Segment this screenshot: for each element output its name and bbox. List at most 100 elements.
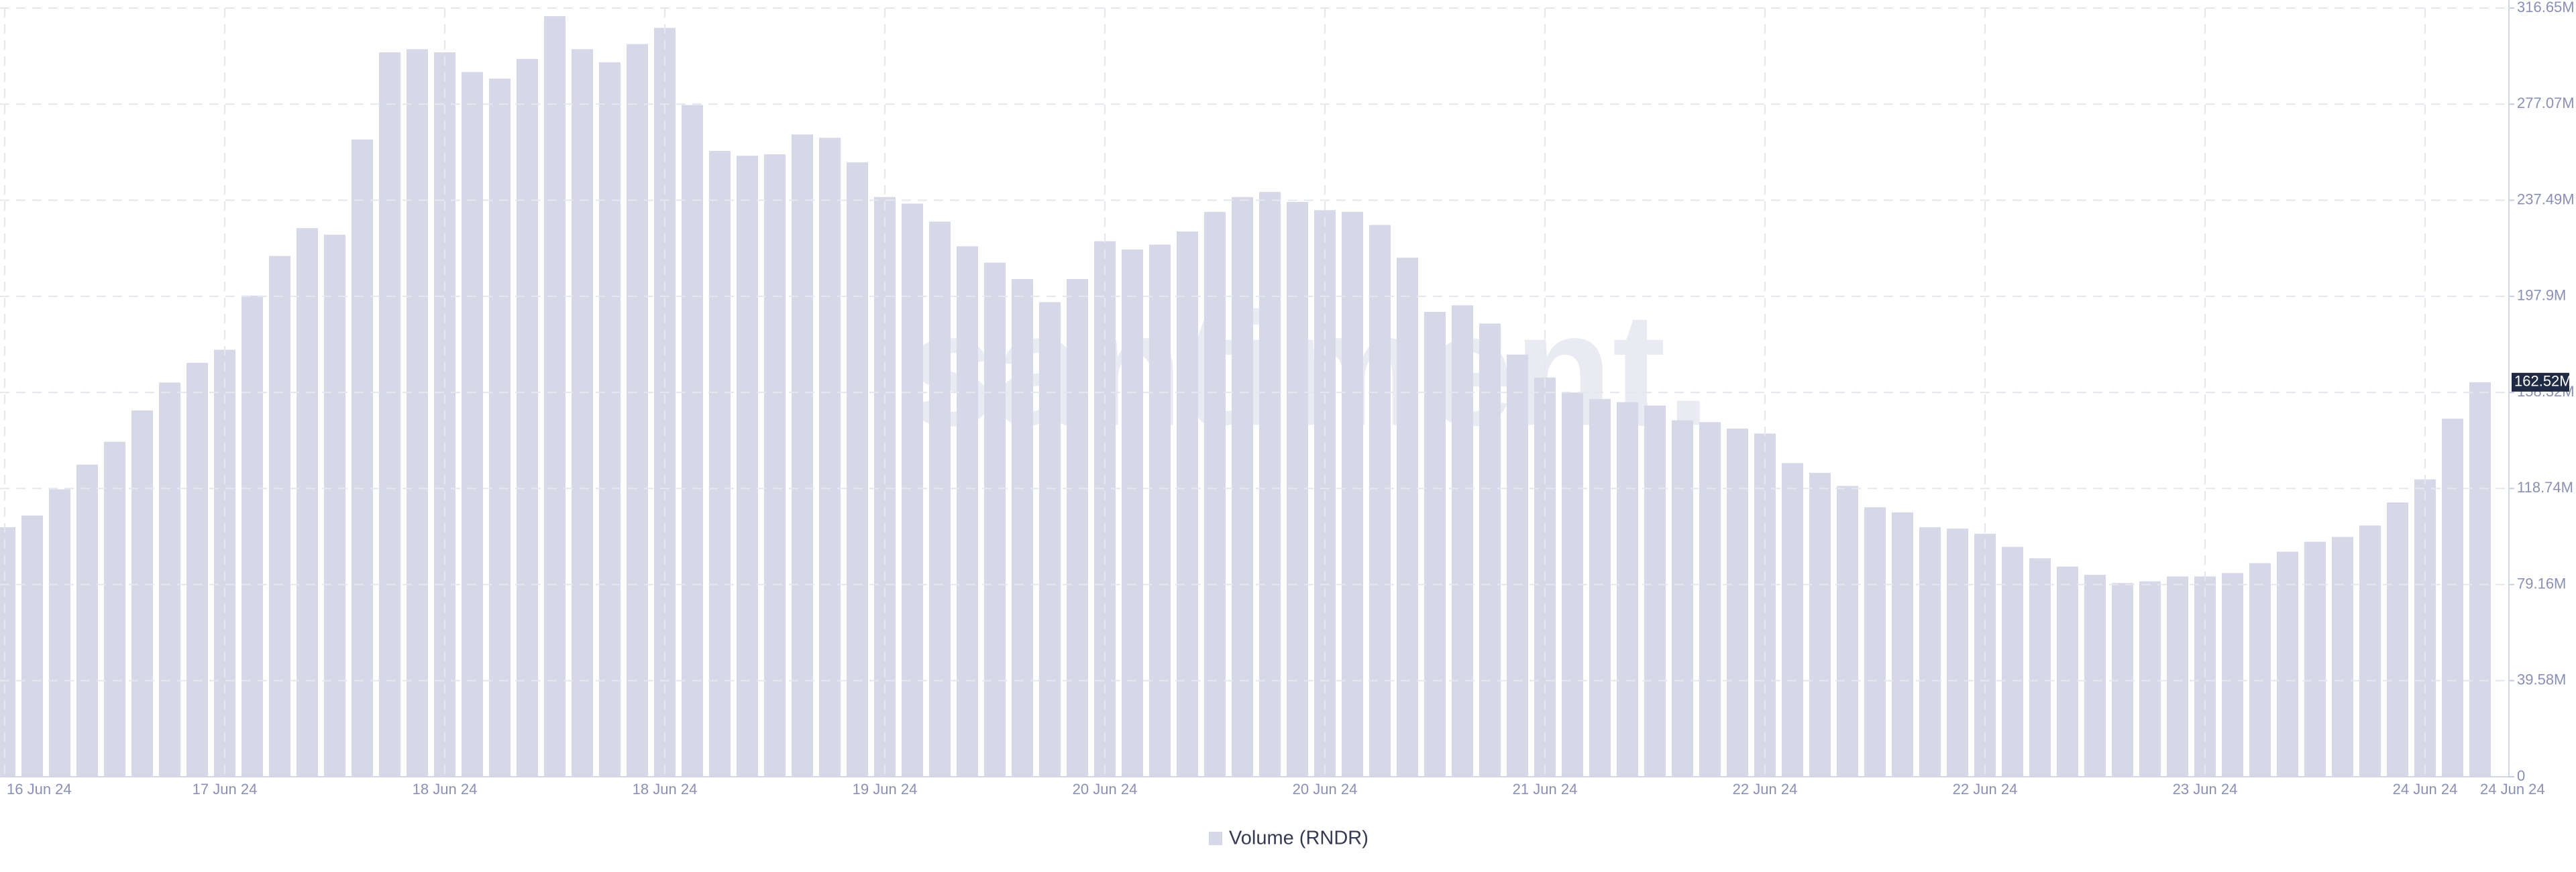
bar	[572, 49, 593, 777]
bar	[1864, 507, 1886, 777]
bar	[21, 515, 43, 777]
y-tick-label: 0	[2517, 767, 2525, 784]
bar	[764, 154, 786, 777]
y-tick-label: 237.49M	[2517, 190, 2575, 207]
bar	[544, 16, 566, 777]
y-tick-label: 79.16M	[2517, 575, 2566, 592]
bar	[984, 262, 1006, 777]
bar	[2442, 419, 2463, 777]
bar	[1947, 529, 1968, 777]
bar	[1809, 472, 1831, 777]
bar	[847, 162, 868, 777]
bar	[2002, 547, 2023, 777]
bar	[1892, 512, 1913, 777]
bar	[929, 221, 951, 777]
bar	[517, 58, 538, 777]
x-tick-label: 16 Jun 24	[7, 781, 72, 798]
bar	[1617, 402, 1638, 777]
bar	[269, 256, 290, 777]
bar	[407, 49, 428, 777]
bar	[2249, 563, 2271, 777]
bar	[2084, 574, 2106, 777]
plot-area	[0, 16, 2491, 777]
bar	[1149, 244, 1171, 777]
bar	[159, 382, 180, 777]
x-tick-label: 22 Jun 24	[1733, 781, 1798, 798]
bar	[2277, 551, 2298, 777]
bar	[186, 362, 208, 777]
bar	[131, 410, 153, 777]
bar	[2112, 583, 2133, 777]
bar	[1122, 249, 1143, 777]
legend-swatch	[1209, 832, 1222, 845]
bar	[1672, 420, 1693, 777]
bar	[2029, 558, 2051, 777]
bar	[2469, 382, 2491, 777]
bar	[957, 246, 978, 777]
x-tick-label: 23 Jun 24	[2173, 781, 2238, 798]
bar	[297, 228, 318, 777]
bar	[1369, 225, 1391, 777]
bar	[682, 105, 703, 777]
bar	[2387, 502, 2408, 777]
x-tick-label: 22 Jun 24	[1953, 781, 2018, 798]
x-tick-label: 20 Jun 24	[1073, 781, 1138, 798]
bar	[2359, 525, 2381, 777]
x-tick-label: 19 Jun 24	[853, 781, 918, 798]
x-tick-label: 24 Jun 24	[2480, 781, 2545, 798]
x-tick-label: 18 Jun 24	[413, 781, 478, 798]
last-value-label: 162.52M	[2514, 373, 2572, 390]
y-tick-label: 118.74M	[2517, 479, 2573, 496]
last-value-box	[2512, 372, 2569, 392]
bar	[1424, 311, 1446, 777]
bar	[2332, 537, 2353, 777]
bar	[1204, 211, 1226, 777]
bar	[599, 62, 621, 777]
bar	[737, 156, 758, 777]
y-tick-label: 277.07M	[2517, 95, 2575, 111]
bar	[627, 44, 648, 777]
bar	[1479, 323, 1501, 777]
bar	[2139, 581, 2161, 777]
y-tick-label: 197.9M	[2517, 287, 2566, 304]
bar	[1039, 302, 1061, 777]
bar	[1012, 279, 1033, 777]
bar	[1232, 197, 1253, 777]
bar	[709, 150, 731, 777]
legend-label: Volume (RNDR)	[1229, 828, 1368, 849]
bar	[489, 78, 511, 777]
y-tick-label: 316.65M	[2517, 0, 2575, 15]
bar	[1287, 201, 1308, 777]
bar	[1589, 398, 1611, 777]
bar	[1452, 305, 1473, 777]
bar	[1342, 211, 1363, 777]
bar	[1259, 192, 1281, 777]
bar	[379, 52, 400, 777]
bar	[1782, 463, 1803, 777]
bar	[104, 441, 125, 777]
bar	[1177, 231, 1198, 777]
bar	[1397, 258, 1418, 777]
bar	[1727, 429, 1748, 777]
bar	[1067, 279, 1088, 777]
bar	[1699, 422, 1721, 777]
bar	[1837, 486, 1858, 777]
x-tick-label: 18 Jun 24	[633, 781, 698, 798]
bar	[1919, 527, 1941, 777]
bar	[324, 234, 345, 777]
bar	[1644, 405, 1666, 777]
bar	[2304, 541, 2326, 777]
bar	[241, 295, 263, 777]
x-tick-label: 21 Jun 24	[1513, 781, 1578, 798]
bar	[2057, 566, 2078, 777]
bar	[792, 134, 813, 777]
bar	[49, 489, 70, 777]
bar	[352, 139, 373, 777]
x-tick-label: 24 Jun 24	[2393, 781, 2458, 798]
bar	[1507, 354, 1528, 777]
bar	[819, 138, 841, 777]
x-tick-label: 17 Jun 24	[193, 781, 258, 798]
bar	[462, 72, 483, 777]
